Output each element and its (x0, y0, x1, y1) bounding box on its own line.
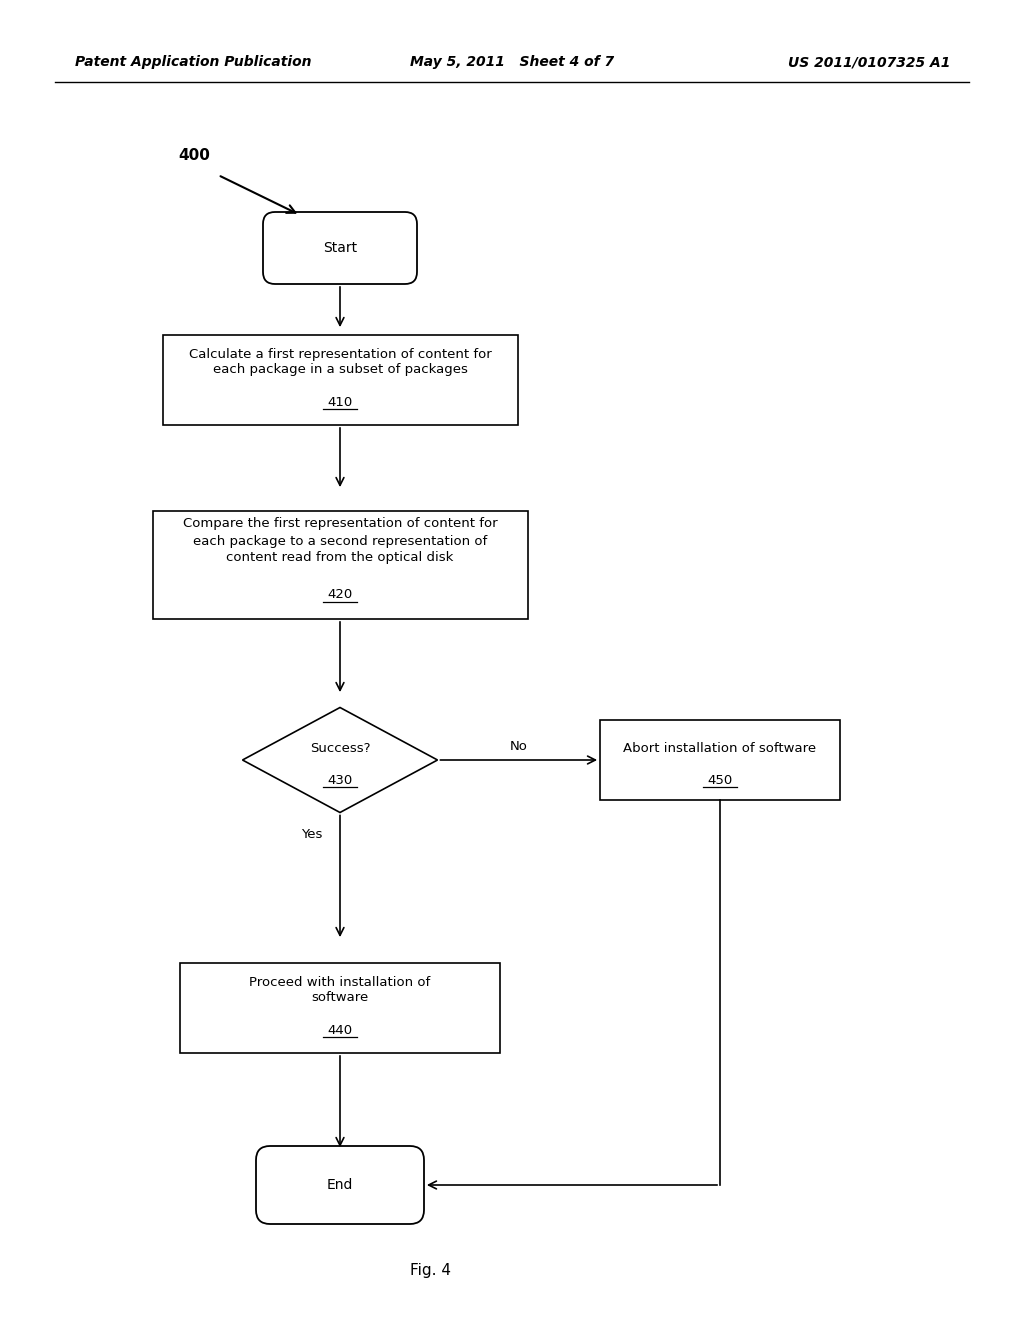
Text: 410: 410 (328, 396, 352, 408)
Polygon shape (243, 708, 437, 813)
Text: Compare the first representation of content for
each package to a second represe: Compare the first representation of cont… (182, 517, 498, 565)
Text: No: No (510, 739, 527, 752)
Text: Start: Start (323, 242, 357, 255)
Bar (180, 964, 500, 1053)
Text: Fig. 4: Fig. 4 (410, 1262, 451, 1278)
Bar (153, 511, 527, 619)
Text: Proceed with installation of
software: Proceed with installation of software (250, 975, 431, 1005)
Text: Patent Application Publication: Patent Application Publication (75, 55, 311, 69)
Text: US 2011/0107325 A1: US 2011/0107325 A1 (787, 55, 950, 69)
Text: Abort installation of software: Abort installation of software (624, 742, 816, 755)
Text: Calculate a first representation of content for
each package in a subset of pack: Calculate a first representation of cont… (188, 348, 492, 376)
Text: Success?: Success? (309, 742, 371, 755)
Text: End: End (327, 1177, 353, 1192)
Text: May 5, 2011   Sheet 4 of 7: May 5, 2011 Sheet 4 of 7 (410, 55, 614, 69)
Bar (163, 335, 517, 425)
Text: 400: 400 (178, 148, 210, 162)
Text: 440: 440 (328, 1023, 352, 1036)
Bar (600, 719, 840, 800)
FancyBboxPatch shape (263, 213, 417, 284)
FancyBboxPatch shape (256, 1146, 424, 1224)
Text: Yes: Yes (301, 828, 323, 841)
Text: 430: 430 (328, 774, 352, 787)
Text: 450: 450 (708, 774, 732, 787)
Text: 420: 420 (328, 589, 352, 602)
